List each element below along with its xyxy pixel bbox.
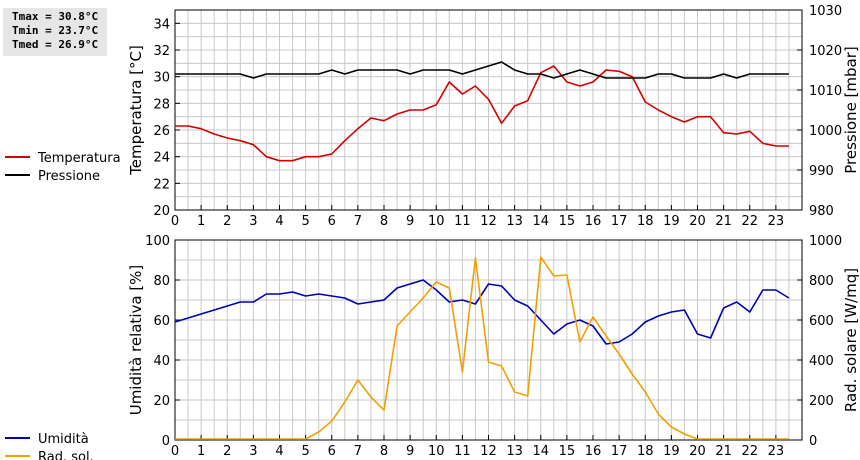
x-tick-label: 19: [663, 214, 680, 229]
y2-tick-label: 980: [809, 204, 834, 219]
x-tick-label: 14: [532, 214, 549, 229]
series-line-temperatura: [175, 65, 789, 162]
legend-label: Pressione: [38, 169, 100, 184]
y-tick-label: 24: [153, 151, 170, 166]
y2-tick-label: 0: [809, 434, 817, 449]
series-line-umidit-: [174, 279, 790, 345]
x-tick-label: 2: [223, 214, 231, 229]
x-tick-label: 19: [663, 444, 680, 459]
stats-box: Tmax = 30.8°C Tmin = 23.7°C Tmed = 26.9°…: [3, 8, 107, 56]
x-tick-label: 12: [480, 444, 497, 459]
y-tick-label: 32: [153, 44, 170, 59]
y2-tick-label: 1030: [809, 4, 842, 19]
x-tick-label: 7: [354, 444, 362, 459]
x-tick-label: 1: [197, 214, 205, 229]
y2-tick-label: 200: [809, 394, 834, 409]
x-tick-label: 17: [611, 444, 628, 459]
x-tick-label: 13: [506, 444, 523, 459]
y-tick-label: 22: [153, 177, 170, 192]
y-tick-label: 20: [153, 394, 170, 409]
chart-2: 0 1 2 3 4 5 6 7 8 9 10 11 12 13 14 15 16 17 18 19 20 21 22 2302…: [5, 234, 860, 460]
x-tick-label: 20: [689, 214, 706, 229]
x-tick-label: 11: [454, 214, 471, 229]
x-tick-label: 18: [637, 214, 654, 229]
x-tick-label: 7: [354, 214, 362, 229]
y-tick-label: 20: [153, 204, 170, 219]
x-tick-label: 23: [768, 444, 785, 459]
y2-tick-label: 800: [809, 274, 834, 289]
y-tick-label: 0: [162, 434, 170, 449]
x-tick-label: 9: [406, 214, 414, 229]
x-tick-label: 0: [171, 214, 179, 229]
x-tick-label: 22: [741, 214, 758, 229]
x-tick-label: 16: [585, 444, 602, 459]
y2-tick-label: 1010: [809, 84, 842, 99]
legend-label: Temperatura: [37, 151, 121, 166]
x-tick-label: 8: [380, 444, 388, 459]
x-tick-label: 20: [689, 444, 706, 459]
x-tick-label: 3: [249, 444, 257, 459]
y2-tick-label: 1000: [809, 234, 842, 249]
y-tick-label: 28: [153, 97, 170, 112]
x-tick-label: 5: [301, 214, 309, 229]
chart-1: 0 1 2 3 4 5 6 7 8 9 10 11 12 13 14 15 16 17 18 19 20 21 22 2320…: [5, 4, 860, 229]
y2-tick-label: 1000: [809, 124, 842, 139]
x-tick-label: 21: [715, 444, 732, 459]
x-tick-label: 21: [715, 214, 732, 229]
x-tick-label: 10: [428, 444, 445, 459]
y-tick-label: 40: [153, 354, 170, 369]
tmin-text: Tmin = 23.7°C: [12, 24, 99, 37]
series-line-rad-sol-: [175, 256, 789, 440]
x-tick-label: 23: [768, 214, 785, 229]
tmax-text: Tmax = 30.8°C: [12, 10, 99, 23]
x-tick-label: 15: [559, 444, 576, 459]
x-tick-label: 6: [328, 214, 336, 229]
tmed-text: Tmed = 26.9°C: [12, 38, 99, 51]
y2-tick-label: 1020: [809, 44, 842, 59]
x-tick-label: 9: [406, 444, 414, 459]
x-tick-label: 3: [249, 214, 257, 229]
x-tick-label: 4: [275, 214, 283, 229]
y-tick-label: 60: [153, 314, 170, 329]
x-tick-label: 16: [585, 214, 602, 229]
y-tick-label: 30: [153, 71, 170, 86]
y-axis-label: Temperatura [°C]: [127, 45, 145, 176]
y2-axis-label: Rad. solare [W/mq]: [842, 268, 860, 412]
x-tick-label: 11: [454, 444, 471, 459]
x-tick-label: 14: [532, 444, 549, 459]
y2-tick-label: 600: [809, 314, 834, 329]
x-tick-label: 22: [741, 444, 758, 459]
x-tick-label: 18: [637, 444, 654, 459]
x-tick-label: 1: [197, 444, 205, 459]
x-tick-label: 15: [559, 214, 576, 229]
y2-tick-label: 400: [809, 354, 834, 369]
y-axis-label: Umidità relativa [%]: [127, 265, 145, 416]
y-tick-label: 80: [153, 274, 170, 289]
y-tick-label: 34: [153, 17, 170, 32]
y-tick-label: 100: [145, 234, 170, 249]
x-tick-label: 8: [380, 214, 388, 229]
x-tick-label: 5: [301, 444, 309, 459]
series-line-pressione: [175, 61, 789, 79]
legend-label: Umidità: [38, 432, 89, 447]
x-tick-label: 0: [171, 444, 179, 459]
x-tick-label: 17: [611, 214, 628, 229]
x-tick-label: 4: [275, 444, 283, 459]
x-tick-label: 6: [328, 444, 336, 459]
y2-axis-label: Pressione [mbar]: [842, 46, 860, 174]
x-tick-label: 10: [428, 214, 445, 229]
y-tick-label: 26: [153, 124, 170, 139]
legend-label: Rad. sol.: [38, 450, 94, 460]
x-tick-label: 13: [506, 214, 523, 229]
x-tick-label: 2: [223, 444, 231, 459]
y2-tick-label: 990: [809, 164, 834, 179]
x-tick-label: 12: [480, 214, 497, 229]
